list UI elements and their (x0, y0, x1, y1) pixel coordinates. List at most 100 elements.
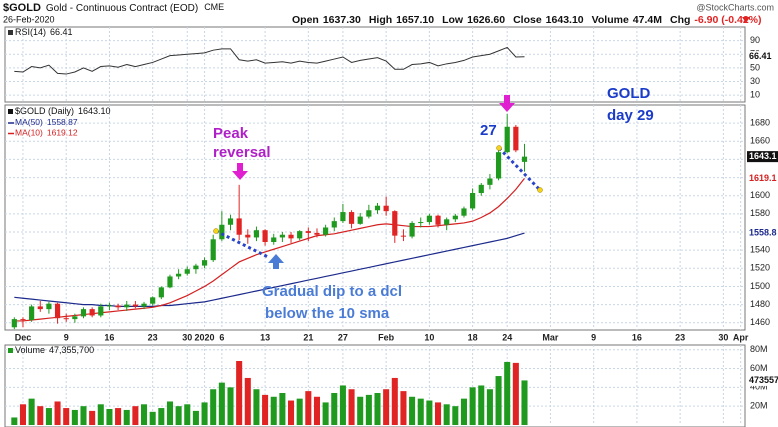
candle-body (418, 222, 424, 224)
candle-body (20, 319, 26, 321)
volume-bar (417, 398, 424, 425)
volume-bar (106, 409, 113, 425)
quote-label: Chg (670, 14, 690, 26)
volume-bar (80, 406, 87, 425)
x-tick-label: 23 (675, 332, 685, 342)
symbol: $GOLD (3, 2, 41, 14)
volume-bar (270, 396, 277, 425)
candle-body (513, 126, 519, 151)
candle-body (297, 231, 303, 239)
legend-name: RSI(14) (15, 27, 46, 37)
legend-name: MA(10) (15, 128, 43, 138)
candle-body (452, 215, 458, 220)
rsi-panel (4, 26, 746, 103)
volume-bar (262, 394, 269, 425)
x-tick-label: 16 (104, 332, 114, 342)
candle-body (348, 212, 355, 224)
x-tick-label: 16 (632, 332, 642, 342)
volume-bar (288, 400, 295, 425)
x-tick-label: 9 (64, 332, 69, 342)
y-tick-label: 60M (750, 363, 768, 373)
candle-body (132, 304, 138, 307)
candle-body (305, 231, 311, 233)
candle-body (63, 318, 69, 320)
volume-bar (339, 385, 346, 425)
candle-body (487, 178, 493, 185)
candle-body (331, 221, 337, 228)
volume-bar (149, 411, 156, 425)
annotation: below the 10 sma (265, 305, 390, 322)
dip-line (497, 146, 542, 192)
quote-label: Open (292, 14, 319, 26)
volume-bar (63, 408, 70, 425)
value-badge-label: 47355700 (749, 375, 778, 385)
x-tick-label: 13 (260, 332, 270, 342)
volume-bar (89, 410, 96, 425)
volume-bar (495, 376, 502, 425)
candle-body (201, 260, 208, 266)
y-tick-label: 1460 (750, 317, 770, 327)
quote: Open 1637.30 High 1657.10 Low 1626.60 Close 164… (292, 14, 762, 26)
quote-value: 1637.30 (323, 14, 361, 26)
candle-body (357, 216, 363, 224)
volume-bar (166, 401, 173, 425)
x-tick-label: 10 (424, 332, 434, 342)
candle-body (271, 237, 277, 242)
candle-body (392, 211, 398, 236)
x-tick-label: 2020 (195, 332, 215, 342)
candle-body (219, 224, 225, 240)
candle-body (374, 205, 381, 211)
volume-bar (400, 391, 407, 425)
candle-body (245, 234, 251, 238)
candle-body (11, 319, 17, 328)
volume-bar (236, 361, 243, 425)
volume-bar (365, 394, 372, 425)
volume-bar (383, 389, 390, 425)
quote-value: 1626.60 (467, 14, 505, 26)
volume-bar (227, 387, 234, 425)
volume-bar (521, 380, 528, 425)
candle-body (141, 303, 147, 307)
legend-entry: MA(10) 1619.12 (15, 128, 78, 138)
x-tick-label: Dec (15, 332, 32, 342)
x-tick-label: Feb (378, 332, 395, 342)
candle-body (29, 306, 35, 321)
volume-bar (357, 396, 364, 425)
candle-body (37, 306, 43, 310)
legend-swatch (8, 348, 13, 353)
candle-body (400, 235, 407, 237)
candle-body (193, 265, 199, 270)
annotation: GOLD (607, 85, 650, 102)
legend-swatch (8, 109, 13, 114)
value-badge (747, 151, 778, 163)
value-badge-label: 1558.8 (749, 227, 777, 237)
value-badge (747, 51, 778, 63)
legend-entry: $GOLD (Daily) 1643.10 (15, 106, 111, 116)
x-tick-label: 30 (718, 332, 728, 342)
volume-bar (443, 404, 450, 425)
arrow-down (499, 95, 515, 112)
candle-body (46, 303, 52, 310)
volume-bar (486, 389, 493, 425)
candle-body (435, 215, 441, 225)
volume-bar (218, 382, 225, 425)
volume-bar (374, 393, 381, 425)
volume-bar (28, 398, 35, 425)
annotation: Gradual dip to a dcl (262, 283, 402, 300)
legend-value: 1558.87 (47, 117, 78, 127)
y-tick-label: 50 (750, 62, 760, 72)
quote-label: High (369, 14, 392, 26)
legend-value: 47,355,700 (49, 345, 94, 355)
dip-line (215, 229, 269, 259)
candle-body (314, 232, 320, 235)
volume-bar (391, 377, 398, 425)
volume-bar (305, 391, 312, 425)
y-tick-label: 90 (750, 35, 760, 45)
candle-body (184, 269, 190, 274)
candle-body (210, 239, 216, 261)
volume-bar (279, 393, 286, 425)
candle-body (106, 305, 113, 307)
value-badge (747, 227, 778, 239)
volume-bar (201, 402, 208, 425)
